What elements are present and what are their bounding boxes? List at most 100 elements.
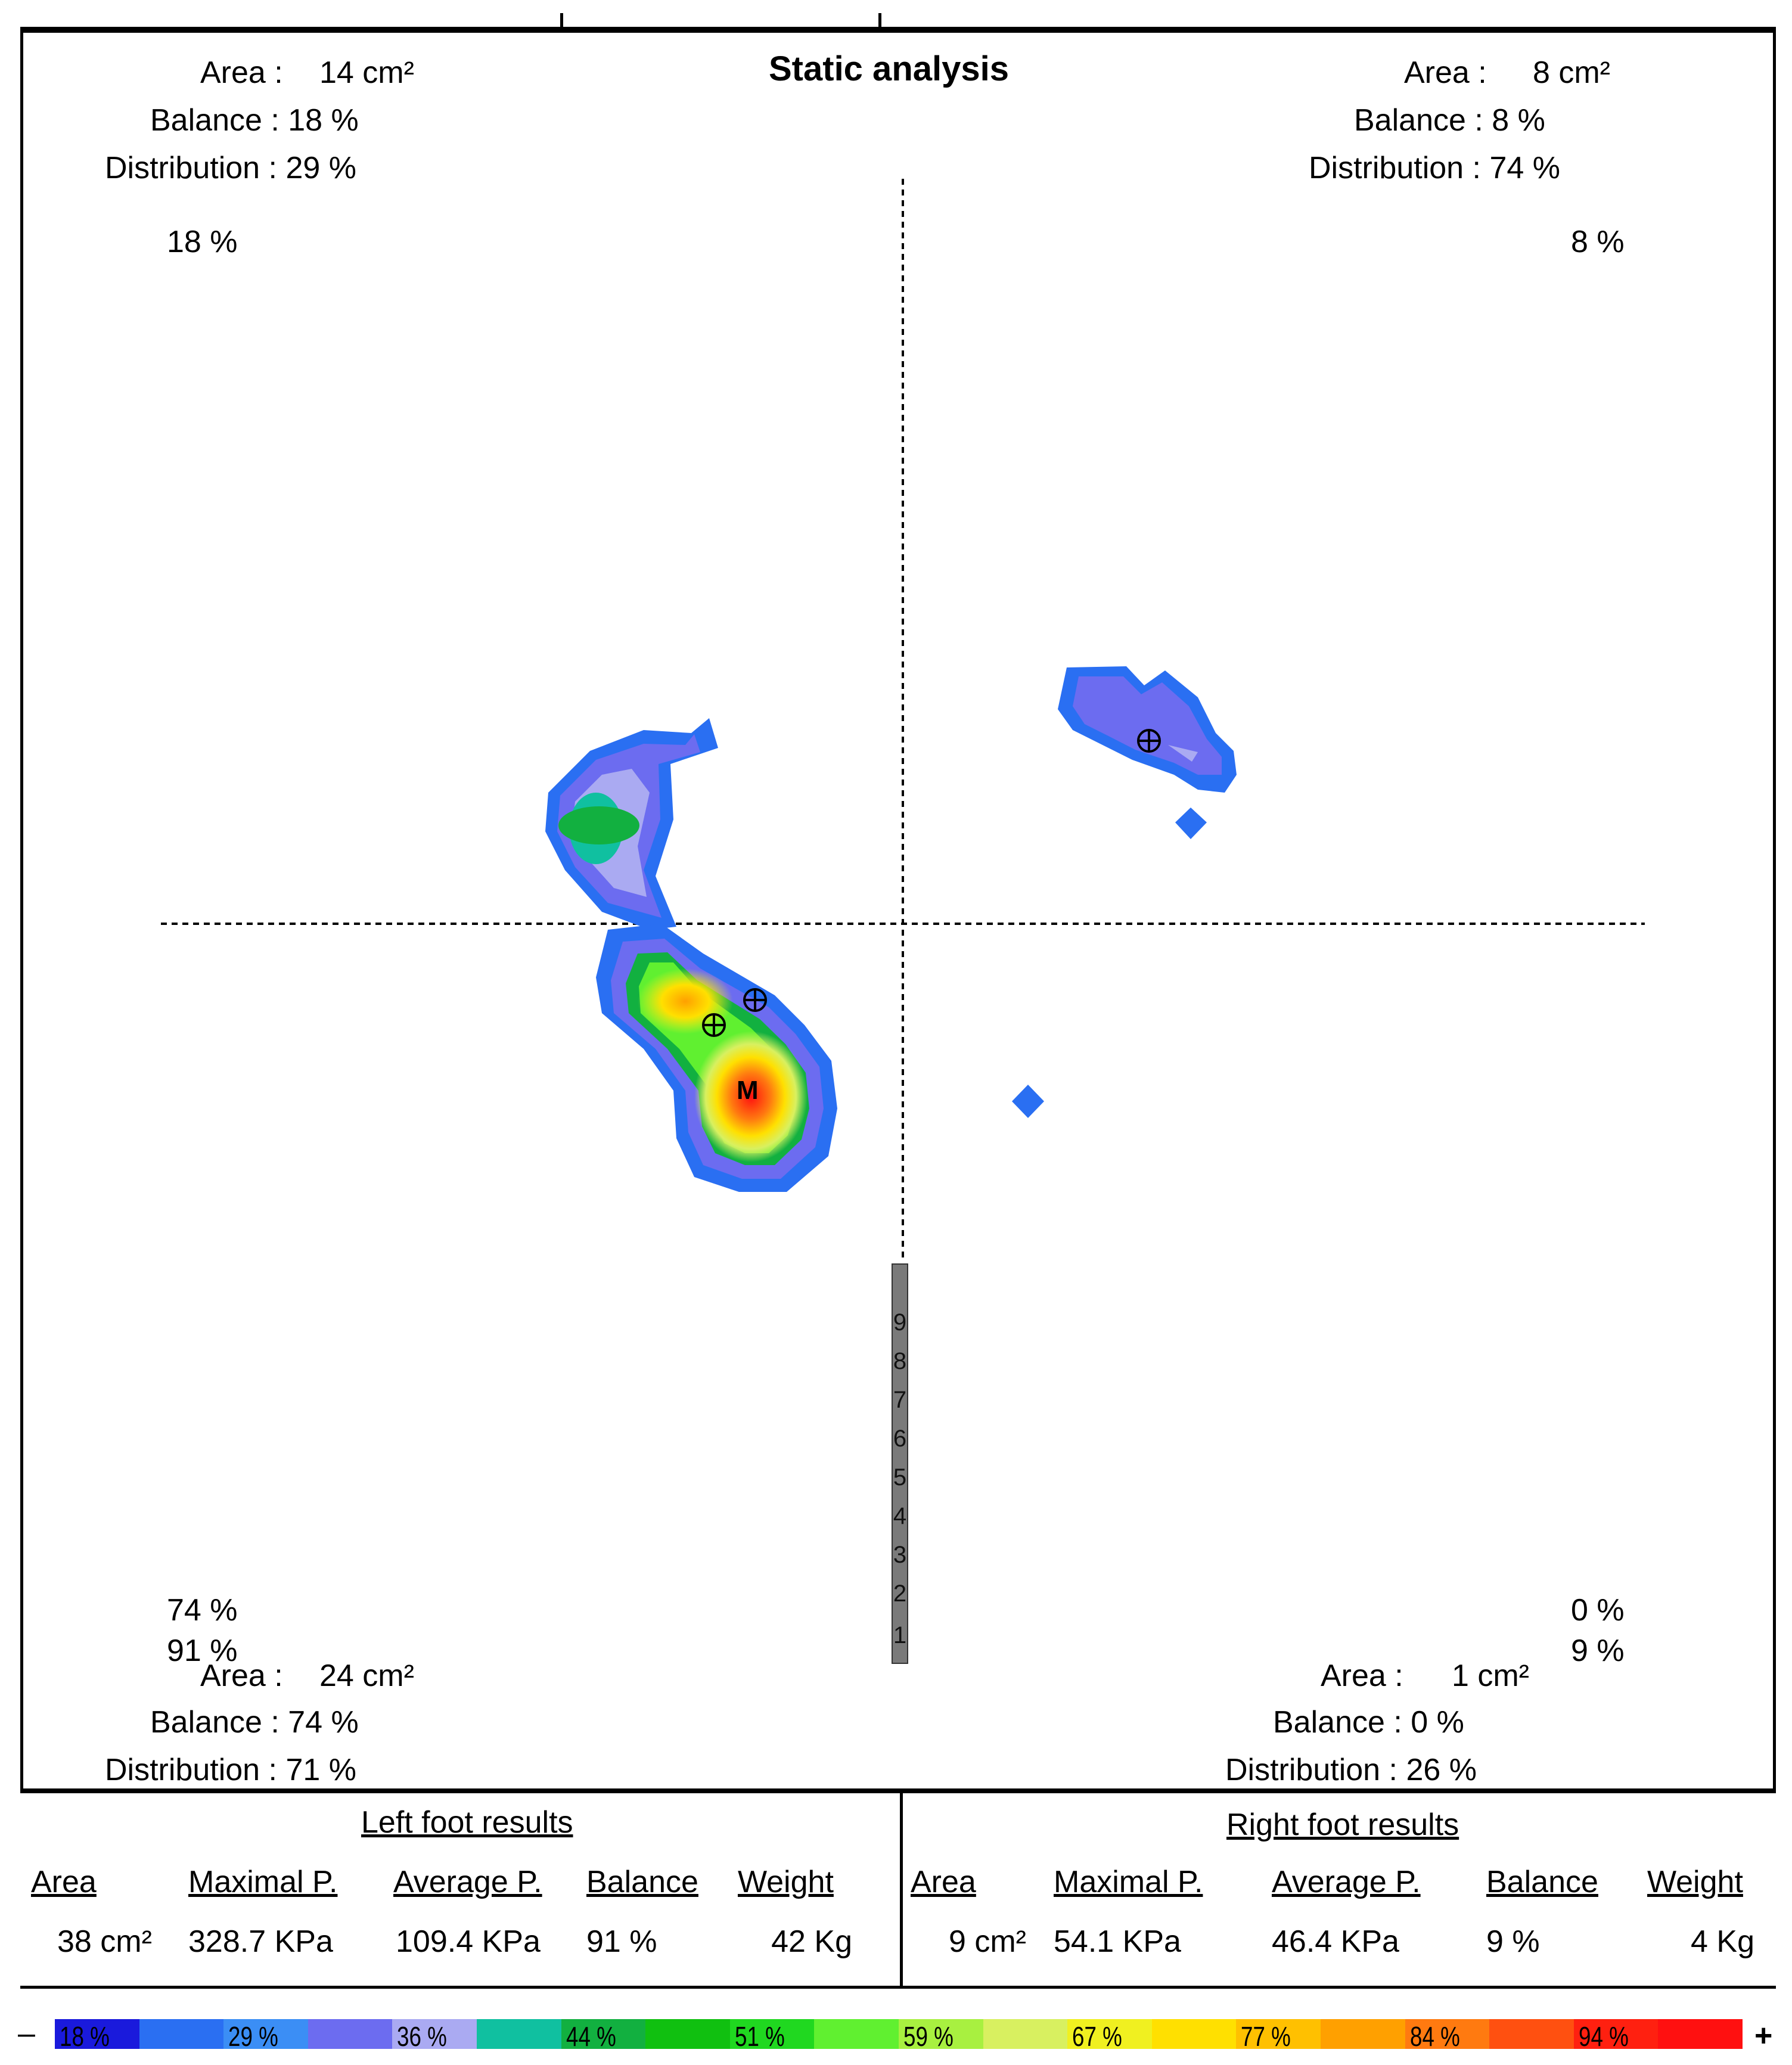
legend-label: 51 % <box>734 2021 785 2052</box>
legend-swatch <box>1658 2019 1743 2049</box>
max-pressure-marker-label: M <box>737 1076 759 1105</box>
legend-swatch: 29 % <box>223 2019 308 2052</box>
left-header-weight: Weight <box>738 1865 834 1899</box>
bottom-right-balance: Balance : 0 % <box>1273 1705 1464 1740</box>
right-value-weight: 4 Kg <box>1691 1924 1754 1959</box>
right-value-average-pressure: 46.4 KPa <box>1272 1924 1399 1959</box>
legend-label: 29 % <box>228 2021 279 2052</box>
legend-label: 67 % <box>1072 2021 1123 2052</box>
legend-swatch: 59 % <box>898 2019 983 2052</box>
left-value-average-pressure: 109.4 KPa <box>396 1924 541 1959</box>
legend-swatch: 51 % <box>729 2019 815 2052</box>
bottom-left-area-value: 24 cm² <box>319 1659 414 1693</box>
right-foot-results-heading: Right foot results <box>1226 1808 1459 1842</box>
pressure-color-legend: 18 % 29 % 36 % 44 % 51 % 59 % 67 % 77 % 84 % 94 % <box>55 2019 1743 2052</box>
top-left-percent: 18 % <box>167 225 238 259</box>
right-header-balance: Balance <box>1486 1865 1598 1899</box>
scale-number: 2 <box>893 1580 907 1607</box>
results-bottom-border <box>20 1986 1776 1989</box>
bottom-left-distribution: Distribution : 71 % <box>105 1753 356 1787</box>
legend-swatch <box>139 2019 224 2049</box>
bottom-left-area-label: Area : <box>200 1659 283 1693</box>
scale-number: 3 <box>893 1542 907 1568</box>
bottom-right-area-label: Area : <box>1321 1659 1403 1693</box>
legend-swatch: 18 % <box>55 2019 139 2052</box>
legend-swatch <box>645 2019 730 2049</box>
left-header-balance: Balance <box>586 1865 698 1899</box>
legend-swatch <box>1320 2019 1405 2049</box>
right-value-balance: 9 % <box>1486 1924 1540 1959</box>
top-left-balance: Balance : 18 % <box>150 103 359 138</box>
center-of-pressure-marker <box>743 988 767 1012</box>
legend-swatch <box>983 2019 1068 2049</box>
right-header-maximal-pressure: Maximal P. <box>1054 1865 1203 1899</box>
right-header-average-pressure: Average P. <box>1272 1865 1421 1899</box>
bottom-right-percent: 0 % <box>1571 1593 1625 1628</box>
right-value-maximal-pressure: 54.1 KPa <box>1054 1924 1181 1959</box>
bottom-left-percent: 74 % <box>167 1593 238 1628</box>
page-title: Static analysis <box>769 49 1009 88</box>
left-header-maximal-pressure: Maximal P. <box>188 1865 338 1899</box>
top-right-balance: Balance : 8 % <box>1354 103 1545 138</box>
legend-swatch <box>476 2019 561 2049</box>
legend-swatch: 67 % <box>1067 2019 1152 2052</box>
legend-swatch: 84 % <box>1405 2019 1490 2052</box>
scale-number: 7 <box>893 1387 907 1413</box>
top-right-percent: 8 % <box>1571 225 1625 259</box>
legend-label: 18 % <box>60 2021 110 2052</box>
legend-swatch <box>1489 2019 1574 2049</box>
top-right-distribution: Distribution : 74 % <box>1309 151 1560 185</box>
bottom-right-percent-secondary: 9 % <box>1571 1634 1625 1668</box>
scale-number: 9 <box>893 1309 907 1336</box>
bottom-left-balance: Balance : 74 % <box>150 1705 359 1740</box>
legend-swatch: 77 % <box>1236 2019 1321 2052</box>
bottom-right-area-value: 1 cm² <box>1452 1659 1529 1693</box>
right-header-area: Area <box>911 1865 976 1899</box>
scale-bar: 9 8 7 6 5 4 3 2 1 <box>892 1263 908 1664</box>
legend-swatch <box>1151 2019 1237 2049</box>
top-right-area-value: 8 cm² <box>1533 55 1610 90</box>
center-of-pressure-marker <box>702 1013 726 1037</box>
right-value-area: 9 cm² <box>949 1924 1026 1959</box>
top-left-distribution: Distribution : 29 % <box>105 151 356 185</box>
center-of-pressure-marker <box>1137 729 1161 753</box>
legend-plus-sign: + <box>1754 2019 1773 2053</box>
legend-swatch: 94 % <box>1573 2019 1659 2052</box>
left-foot-results-heading: Left foot results <box>361 1805 573 1840</box>
left-foot-forefoot-area <box>596 924 837 1192</box>
left-header-area: Area <box>31 1865 97 1899</box>
legend-label: 94 % <box>1578 2021 1629 2052</box>
ruler-tick <box>878 13 881 30</box>
legend-label: 77 % <box>1241 2021 1291 2052</box>
legend-swatch: 36 % <box>392 2019 477 2052</box>
scale-number: 8 <box>893 1348 907 1374</box>
left-header-average-pressure: Average P. <box>393 1865 542 1899</box>
scale-number: 4 <box>893 1503 907 1529</box>
top-left-area-value: 14 cm² <box>319 55 414 90</box>
top-right-area-label: Area : <box>1404 55 1487 90</box>
legend-label: 59 % <box>903 2021 954 2052</box>
ruler-tick <box>560 13 563 30</box>
top-rule <box>20 27 1776 30</box>
scale-number: 5 <box>893 1464 907 1490</box>
analysis-frame <box>20 30 1776 1791</box>
legend-swatch <box>308 2019 393 2049</box>
legend-swatch <box>814 2019 899 2049</box>
left-value-maximal-pressure: 328.7 KPa <box>188 1924 333 1959</box>
top-left-area-label: Area : <box>200 55 283 90</box>
legend-swatch: 44 % <box>561 2019 646 2052</box>
bottom-left-percent-secondary: 91 % <box>167 1634 238 1668</box>
scale-number: 6 <box>893 1426 907 1452</box>
legend-minus-sign: – <box>18 2016 35 2051</box>
bottom-right-distribution: Distribution : 26 % <box>1225 1753 1477 1787</box>
left-foot-heel-area <box>545 718 718 930</box>
left-value-balance: 91 % <box>586 1924 657 1959</box>
results-column-divider <box>900 1790 903 1988</box>
scale-number: 1 <box>893 1622 907 1648</box>
legend-label: 84 % <box>1409 2021 1460 2052</box>
results-divider <box>20 1790 1776 1793</box>
right-foot-area <box>1012 666 1237 1118</box>
legend-label: 36 % <box>397 2021 448 2052</box>
left-value-area: 38 cm² <box>57 1924 152 1959</box>
